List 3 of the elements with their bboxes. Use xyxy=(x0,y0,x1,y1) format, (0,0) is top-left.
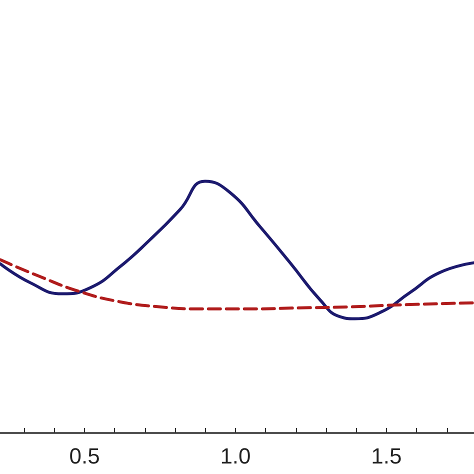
x-tick-label: 1.5 xyxy=(371,444,402,468)
x-tick-label: 1.0 xyxy=(220,444,251,468)
x-tick-label: 0.5 xyxy=(69,444,100,468)
